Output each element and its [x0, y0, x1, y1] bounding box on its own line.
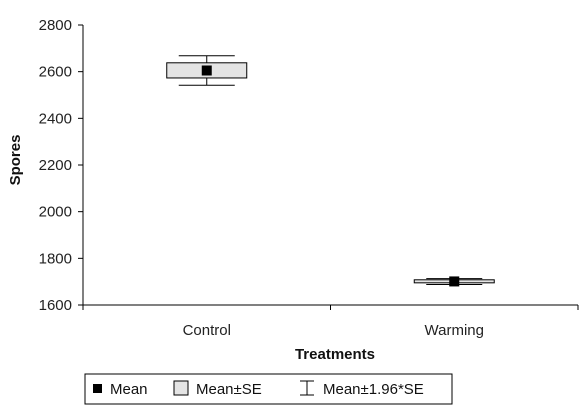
legend-se-label: Mean±SE [196, 381, 262, 398]
y-tick-label: 2600 [39, 64, 72, 81]
y-tick-label: 2800 [39, 17, 72, 34]
legend-se-box [173, 380, 189, 396]
y-tick-label: 2000 [39, 204, 72, 221]
y-axis-ticks: 1600 1800 2000 2200 2400 2600 2800 [39, 17, 83, 314]
y-tick-label: 2400 [39, 110, 72, 127]
x-axis-ticks: Control Warming [82, 305, 579, 339]
mean-marker [201, 65, 212, 76]
x-axis-title: Treatments [295, 346, 375, 363]
x-tick-label: Warming [425, 322, 484, 339]
y-tick-label: 2200 [39, 157, 72, 174]
legend-frame [84, 373, 453, 405]
legend: Mean Mean±SE Mean±1.96*SE [84, 373, 453, 405]
y-tick-label: 1800 [39, 250, 72, 267]
legend-ci-label: Mean±1.96*SE [323, 381, 424, 398]
mean-marker [449, 276, 460, 287]
legend-mean-label: Mean [110, 381, 148, 398]
legend-ci-whisker-icon [300, 380, 314, 396]
y-axis-title: Spores [7, 135, 24, 186]
y-tick-label: 1600 [39, 297, 72, 314]
legend-mean-marker [93, 384, 102, 393]
x-tick-label: Control [183, 322, 231, 339]
box-control [166, 55, 248, 86]
box-warming [413, 276, 495, 287]
box-series [166, 55, 495, 287]
